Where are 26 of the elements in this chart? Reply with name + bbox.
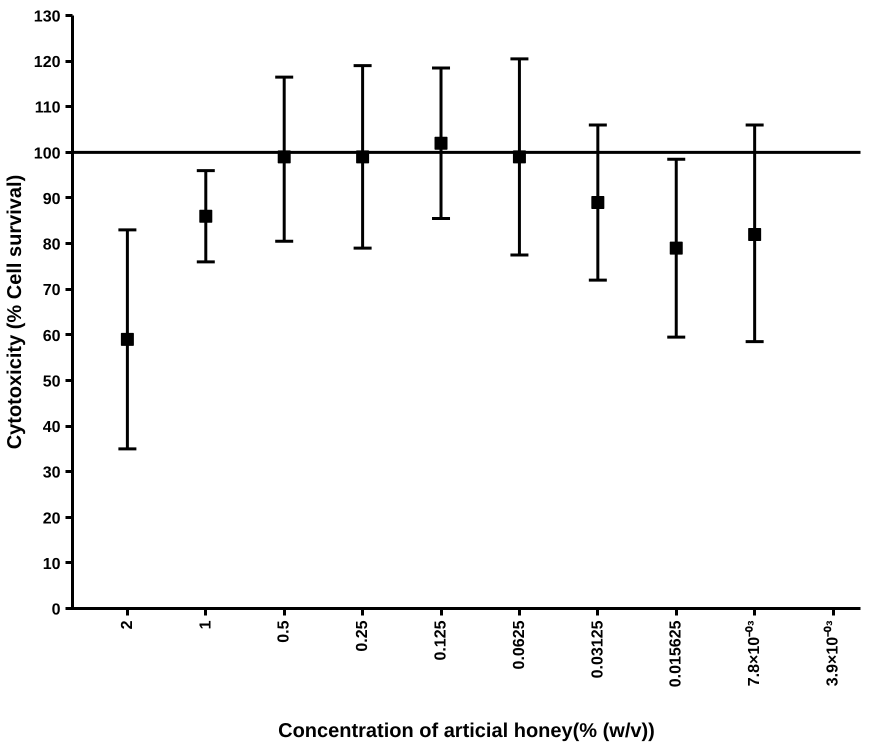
x-tick-label: 0.015625 [668, 620, 685, 688]
y-tick-label: 20 [42, 510, 61, 528]
y-tick-label: 90 [42, 190, 61, 208]
x-tick-label: 7.8×10⁻⁰³ [745, 620, 764, 686]
x-tick-label: 2 [118, 620, 136, 630]
y-tick-label: 0 [52, 602, 61, 618]
x-tick-label: 0.125 [432, 620, 450, 661]
y-tick-label: 60 [42, 328, 61, 345]
y-tick-label: 130 [34, 8, 61, 26]
x-tick-label: 0.03125 [589, 620, 606, 678]
y-tick-label: 70 [42, 282, 61, 300]
y-tick-label: 80 [42, 236, 61, 254]
x-tick-label: 0.0625 [510, 620, 528, 670]
x-tick-label: 3.9×10⁻⁰³ [824, 620, 842, 686]
y-tick-label: 50 [42, 373, 61, 390]
y-tick-label: 100 [34, 145, 61, 162]
y-tick-label: 120 [34, 54, 61, 72]
y-tick-label: 30 [42, 464, 61, 482]
y-tick-label: 110 [34, 100, 61, 117]
x-tick-label: 1 [197, 620, 214, 630]
x-tick-label: 0.25 [354, 620, 372, 652]
x-axis-title: Concentration of articial honey(% (w/v)) [278, 720, 655, 742]
x-tick-label: 0.5 [276, 620, 293, 643]
y-axis-title: Cytotoxicity (% Cell survival) [4, 174, 26, 450]
y-tick-label: 10 [42, 556, 61, 573]
y-tick-label: 40 [42, 419, 61, 436]
